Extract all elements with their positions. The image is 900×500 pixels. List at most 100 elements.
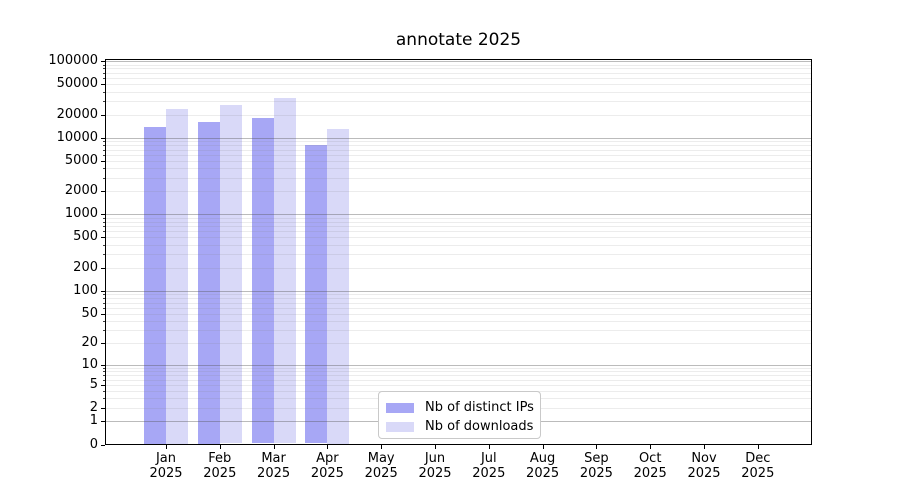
gridline-major — [106, 364, 811, 366]
y-axis-minor-tick — [103, 78, 105, 79]
x-axis-tick — [219, 444, 221, 449]
gridline-minor — [106, 231, 811, 233]
gridline-minor — [106, 191, 811, 193]
gridline-minor — [106, 72, 811, 74]
bar-downloads — [219, 104, 242, 444]
y-axis-tick-label: 5000 — [64, 152, 98, 168]
gridline-minor — [106, 302, 811, 304]
gridline-minor — [106, 313, 811, 315]
gridline-minor — [106, 379, 811, 381]
x-axis-tick-label: Oct 2025 — [633, 451, 667, 481]
y-axis-minor-tick — [103, 221, 105, 223]
gridline-major — [106, 137, 811, 139]
y-axis-tick — [101, 214, 105, 216]
y-axis-tick — [101, 84, 105, 86]
gridline-minor — [106, 221, 811, 223]
x-axis-tick — [488, 444, 490, 449]
y-axis-tick — [101, 114, 105, 116]
y-axis-tick-label: 50000 — [56, 76, 98, 92]
legend-entry-distinct-ips: Nb of distinct IPs — [386, 398, 534, 417]
gridline-minor — [106, 91, 811, 93]
gridline-minor — [106, 217, 811, 219]
bar-distinct-ips — [197, 122, 220, 444]
y-axis-minor-tick — [103, 371, 105, 373]
y-axis-minor-tick — [103, 226, 105, 228]
y-axis-tick-label: 50 — [81, 305, 98, 321]
y-axis-minor-tick — [103, 294, 105, 296]
y-axis-minor-tick — [103, 149, 105, 151]
y-axis-tick-label: 10000 — [56, 129, 98, 145]
gridline-minor — [106, 84, 811, 86]
y-axis-tick-label: 5 — [89, 376, 98, 392]
gridline-minor — [106, 307, 811, 309]
gridline-minor — [106, 149, 811, 151]
x-axis-tick-label: Jul 2025 — [472, 451, 506, 481]
legend-swatch-downloads — [386, 421, 414, 432]
y-axis-minor-tick — [103, 254, 105, 256]
y-axis-tick-label: 500 — [73, 229, 98, 245]
gridline-minor — [106, 254, 811, 256]
y-axis-tick — [101, 137, 105, 139]
y-axis-minor-tick — [103, 217, 105, 219]
y-axis-minor-tick — [103, 168, 105, 170]
legend-swatch-distinct-ips — [386, 402, 414, 413]
x-axis-tick-label: Jan 2025 — [149, 451, 183, 481]
y-axis-tick-label: 1 — [89, 413, 98, 429]
x-axis-tick — [757, 444, 759, 449]
x-axis-tick — [273, 444, 275, 449]
y-axis-minor-tick — [103, 307, 105, 309]
y-axis-tick-label: 0 — [89, 436, 98, 452]
gridline-minor — [106, 154, 811, 156]
y-axis-tick — [101, 61, 105, 62]
gridline-minor — [106, 237, 811, 239]
x-axis-tick — [704, 444, 705, 449]
x-axis-tick — [381, 444, 383, 449]
y-axis-minor-tick — [103, 72, 105, 74]
y-axis-minor-tick — [103, 154, 105, 156]
gridline-minor — [106, 68, 811, 70]
bar-distinct-ips — [305, 145, 328, 444]
x-axis-tick-label: Sep 2025 — [579, 451, 613, 481]
bar-distinct-ips — [251, 118, 274, 444]
gridline-minor — [106, 141, 811, 143]
y-axis-tick-label: 200 — [73, 259, 98, 275]
bar-downloads — [166, 108, 188, 444]
x-axis-tick-label: May 2025 — [364, 451, 398, 481]
gridline-minor — [106, 294, 811, 296]
x-axis-tick-label: Nov 2025 — [687, 451, 721, 481]
y-axis-minor-tick — [103, 367, 105, 369]
gridline-minor — [106, 114, 811, 116]
x-axis-tick — [596, 444, 598, 449]
y-axis-minor-tick — [103, 398, 105, 400]
y-axis-tick-label: 1000 — [64, 206, 98, 222]
gridline-minor — [106, 320, 811, 322]
y-axis-tick-label: 20 — [81, 335, 98, 351]
y-axis-tick — [101, 313, 105, 315]
y-axis-tick — [101, 160, 105, 162]
y-axis-minor-tick — [103, 375, 105, 377]
gridline-minor — [106, 343, 811, 345]
gridline-minor — [106, 177, 811, 179]
gridline-minor — [106, 78, 811, 79]
x-axis-tick-label: Dec 2025 — [741, 451, 775, 481]
y-axis-minor-tick — [103, 91, 105, 93]
y-axis-tick — [101, 364, 105, 366]
x-axis-tick-label: Feb 2025 — [203, 451, 237, 481]
y-axis-minor-tick — [103, 244, 105, 246]
gridline-minor — [106, 244, 811, 246]
y-axis-minor-tick — [103, 298, 105, 300]
y-axis-tick — [101, 444, 105, 446]
x-axis-tick — [435, 444, 436, 449]
gridline-minor — [106, 384, 811, 386]
legend: Nb of distinct IPs Nb of downloads — [378, 391, 541, 439]
y-axis-minor-tick — [103, 320, 105, 322]
gridline-minor — [106, 330, 811, 332]
y-axis-tick — [101, 191, 105, 193]
gridline-minor — [106, 64, 811, 66]
y-axis-tick-label: 10 — [81, 356, 98, 372]
gridline-minor — [106, 367, 811, 369]
gridline-minor — [106, 145, 811, 147]
legend-entry-downloads: Nb of downloads — [386, 417, 533, 436]
y-axis-minor-tick — [103, 302, 105, 304]
